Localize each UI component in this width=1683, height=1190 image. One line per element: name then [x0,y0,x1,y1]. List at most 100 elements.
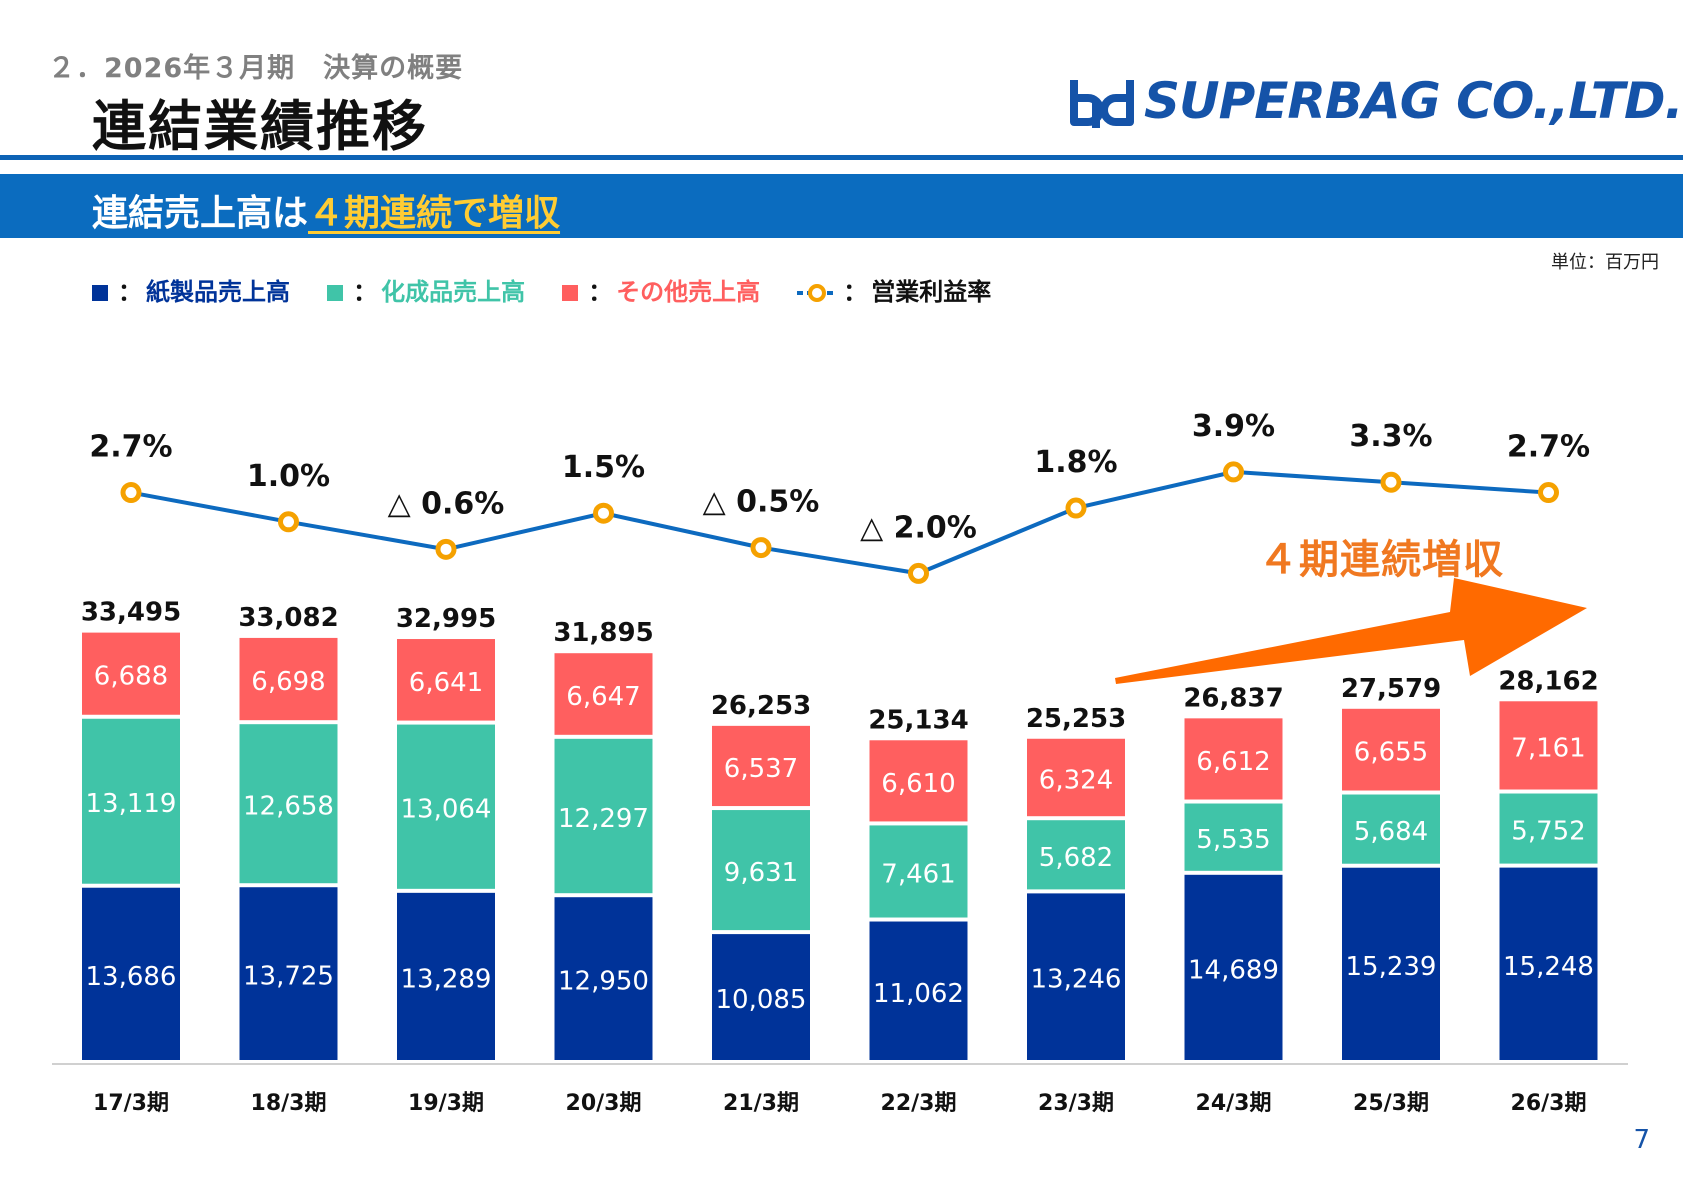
margin-label: △ 0.6% [388,486,505,521]
x-tick-label: 26/3期 [1511,1091,1587,1116]
bar-value-label-paper: 13,289 [401,964,492,994]
margin-label: 2.7% [89,430,172,465]
chart-legend: ：紙製品売上高 ：化成品売上高 ：その他売上高 ：営業利益率 [92,272,1023,307]
header-rule [0,155,1683,160]
bar-value-label-other: 6,688 [94,662,168,692]
page-number: 7 [1633,1125,1650,1155]
legend-colon: ： [588,278,613,306]
legend-item-paper: ：紙製品売上高 [92,272,290,307]
bar-value-label-paper: 13,246 [1031,965,1122,995]
bar-total-label: 28,162 [1498,666,1598,696]
margin-point [1380,471,1402,493]
margin-point [1538,482,1559,504]
margin-label: 2.7% [1507,430,1590,465]
legend-colon: ： [843,278,868,306]
bar-segment-other [1184,718,1283,800]
bar-segment-paper [869,921,968,1060]
margin-label: △ 0.5% [703,485,820,520]
bar-segment-chemical [554,738,653,894]
legend-item-chemical: ：化成品売上高 [327,272,525,307]
x-tick-label: 20/3期 [566,1091,642,1116]
legend-colon: ： [353,278,378,306]
bar-value-label-chemical: 12,297 [558,804,649,834]
margin-point [750,537,772,559]
bar-total-label: 33,082 [238,603,338,633]
bar-value-label-other: 6,537 [724,754,798,784]
legend-label-paper: 紙製品売上高 [146,278,290,306]
bar-value-label-paper: 14,689 [1188,955,1279,985]
margin-label: 3.9% [1192,409,1275,444]
bar-total-label: 25,134 [868,705,968,735]
x-tick-label: 25/3期 [1353,1091,1429,1116]
bar-value-label-paper: 13,686 [86,962,177,992]
growth-annotation: ４期連続増収 [1258,537,1504,583]
bar-segment-other [554,653,653,735]
bar-segment-paper [712,934,810,1060]
bar-total-label: 31,895 [553,618,653,648]
bar-segment-paper [239,887,338,1060]
bar-value-label-chemical: 7,461 [881,859,955,889]
bar-segment-paper [397,892,495,1060]
bar-total-label: 26,837 [1183,683,1283,713]
bar-segment-other [869,740,968,822]
bar-segment-chemical [1027,820,1125,890]
bar-segment-paper [1184,874,1283,1060]
margin-point [120,482,142,504]
margin-point [908,562,929,584]
bar-segment-chemical [1342,794,1440,864]
superbag-mark-icon [1070,80,1134,128]
margin-point [593,502,614,524]
logo-wordmark: SUPERBAG CO.,LTD. [1144,72,1683,130]
bar-segment-chemical [82,718,180,884]
legend-label-other: その他売上高 [616,278,761,306]
margin-label: 1.8% [1034,445,1117,480]
bar-segment-other [82,632,180,715]
bar-value-label-paper: 11,062 [873,979,964,1009]
bar-segment-other [712,725,810,807]
x-tick-label: 19/3期 [408,1091,484,1116]
x-tick-label: 24/3期 [1196,1091,1272,1116]
bar-value-label-paper: 12,950 [558,967,649,997]
bar-segment-chemical [239,724,338,884]
bar-segment-other [239,637,338,721]
margin-label: 1.5% [562,450,645,485]
legend-swatch-other [562,285,579,301]
bar-segment-paper [82,887,180,1060]
unit-label: 単位：百万円 [1551,252,1659,273]
bar-segment-chemical [1499,793,1598,864]
headline-prefix: 連結売上高は [92,193,309,234]
bar-segment-chemical [712,810,810,931]
x-tick-label: 17/3期 [93,1091,169,1116]
bar-value-label-other: 6,647 [566,682,640,712]
bar-segment-paper [1342,867,1440,1060]
bar-segment-paper [554,897,653,1060]
bar-value-label-paper: 15,248 [1503,952,1594,982]
bar-value-label-chemical: 5,684 [1354,817,1428,847]
legend-colon: ： [118,278,142,306]
margin-label: 1.0% [247,459,330,494]
bar-value-label-paper: 10,085 [716,985,807,1015]
section-label: ２．2026年３月期 決算の概要 [48,53,464,84]
bar-value-label-chemical: 5,682 [1039,843,1113,873]
legend-swatch-chemical [327,285,344,301]
legend-swatch-paper [92,285,108,301]
legend-label-chemical: 化成品売上高 [381,278,526,306]
bar-value-label-other: 6,324 [1039,765,1113,795]
bar-segment-other [1342,708,1440,791]
bar-value-label-chemical: 9,631 [724,858,798,888]
bar-segment-paper [1027,893,1125,1060]
bar-value-label-chemical: 13,064 [401,795,492,825]
x-tick-label: 23/3期 [1038,1091,1114,1116]
bar-segment-paper [1499,867,1598,1060]
bar-value-label-other: 7,161 [1511,733,1585,763]
bar-segment-other [1499,701,1598,790]
headline-text: 連結売上高は４期連続で増収 [92,184,560,236]
bar-total-label: 26,253 [711,691,811,721]
x-tick-label: 21/3期 [723,1091,799,1116]
margin-line [130,469,1549,576]
margin-point [278,511,299,533]
bar-segment-other [1027,738,1125,817]
company-logo: SUPERBAG CO.,LTD. [1068,72,1683,132]
margin-point [435,538,457,560]
